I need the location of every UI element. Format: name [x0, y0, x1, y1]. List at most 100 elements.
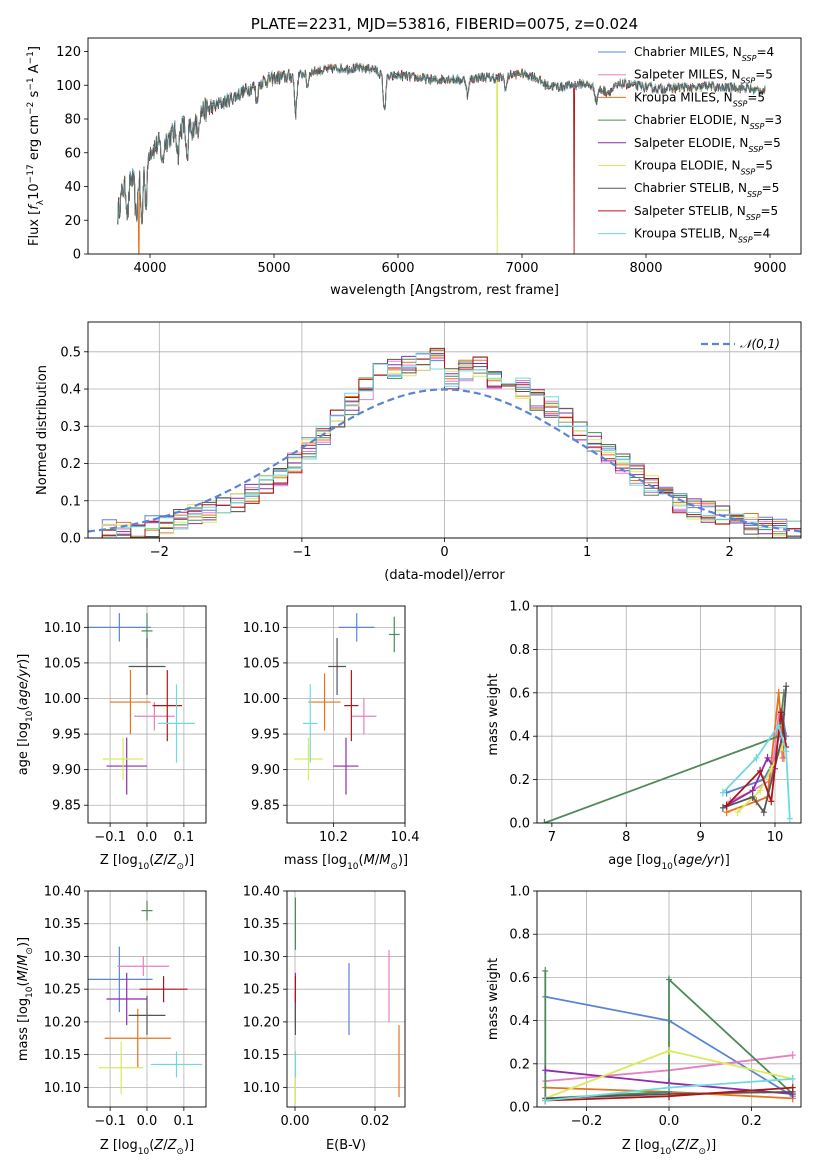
legend-label-sub: SSP	[746, 212, 761, 221]
y-tick-label: 10.15	[44, 1048, 81, 1063]
x-tick-label: 0.0	[137, 1114, 158, 1129]
label-span: M	[364, 853, 375, 868]
y-tick-label: 10.30	[243, 950, 280, 965]
legend-label-sub: SSP	[741, 76, 756, 85]
label-span: )]	[16, 654, 31, 664]
label-span: M	[16, 955, 31, 966]
y-tick-label: 120	[56, 45, 81, 60]
y-tick-label: 9.90	[251, 763, 280, 778]
legend-label-name: Kroupa MILES, N	[634, 90, 733, 104]
x-tick-label: −2	[150, 545, 169, 560]
y-tick-label: 20	[64, 214, 81, 229]
legend-label-sub: SSP	[742, 54, 757, 63]
legend-label-name: Kroupa STELIB, N	[634, 227, 738, 241]
x-tick-label: 9000	[753, 261, 786, 276]
legend-label-name: Salpeter STELIB, N	[634, 204, 746, 218]
label-span: −1	[26, 77, 36, 90]
label-span: ⊙	[698, 1147, 706, 1157]
legend-label-tail: =5	[762, 181, 780, 195]
axes-frame	[87, 37, 802, 255]
x-tick-label: 6000	[381, 261, 414, 276]
label-span: 10	[138, 862, 150, 872]
y-tick-label: 10.00	[44, 692, 81, 707]
x-tick-label: 9	[696, 830, 704, 845]
y-tick-label: 10.25	[243, 983, 280, 998]
label-span: )]	[184, 1138, 194, 1153]
label-span: /	[16, 965, 31, 970]
weight-vs-Z-ylabel: mass weight	[486, 958, 501, 1040]
residuals-panel: −2 −1 0 1 2 0.0 0.1 0.2 0.3 0.4 0.5 (data-model)/er…	[35, 321, 802, 583]
axes-frame	[536, 605, 802, 824]
x-tick-label: −0.2	[571, 1114, 603, 1129]
residuals-xlabel: (data-model)/error	[384, 568, 505, 583]
legend-label: Kroupa ELODIE, NSSP=5	[634, 159, 773, 177]
label-span: −1	[26, 51, 36, 64]
legend-label-sub: SSP	[733, 99, 748, 108]
legend-label-tail: =5	[760, 204, 778, 218]
histogram-kroupa-stelib	[88, 352, 801, 538]
legend-label-name: Chabrier STELIB, N	[634, 181, 747, 195]
label-span: /	[163, 853, 168, 868]
y-tick-label: 1.0	[509, 885, 530, 900]
legend-label-sub: SSP	[750, 122, 765, 131]
y-tick-label: 0.0	[509, 817, 530, 832]
label-span: /	[163, 1138, 168, 1153]
label-span: )]	[706, 1138, 716, 1153]
label-span: (	[149, 1138, 154, 1153]
residuals-ylabel: Normed distribution	[35, 365, 50, 495]
label-span: M	[379, 853, 390, 868]
x-tick-label: 0.1	[174, 830, 195, 845]
y-tick-label: 10.20	[44, 1015, 81, 1030]
y-tick-label: 10.05	[243, 656, 280, 671]
legend-label: Salpeter STELIB, NSSP=5	[634, 204, 778, 222]
x-tick-label: 10.4	[391, 830, 420, 845]
label-span: Z	[167, 1138, 178, 1153]
legend-label-tail: =4	[753, 227, 771, 241]
y-tick-label: 0.1	[60, 494, 81, 509]
y-tick-label: 40	[64, 180, 81, 195]
x-tick-label: −0.1	[94, 830, 126, 845]
label-span: age [log	[608, 853, 661, 868]
legend-label-tail: =4	[756, 45, 774, 59]
label-span: (	[673, 853, 678, 868]
label-span: M	[16, 970, 31, 981]
y-tick-label: 10.30	[44, 950, 81, 965]
x-tick-label: 0.0	[659, 1114, 680, 1129]
mass-vs-Z-xlabel: Z [log10(Z/Z⊙)]	[100, 1138, 194, 1157]
label-span: 10	[138, 1147, 150, 1157]
label-span: age/yr	[16, 662, 31, 705]
y-tick-label: 0.0	[509, 1101, 530, 1116]
legend-label-name: Chabrier ELODIE, N	[634, 113, 750, 127]
axes-frame	[286, 890, 406, 1108]
label-span: Z	[153, 1138, 164, 1153]
legend-label-name: Salpeter ELODIE, N	[634, 136, 748, 150]
label-span: Z	[689, 1138, 700, 1153]
legend-label: Chabrier MILES, NSSP=4	[634, 45, 774, 63]
x-tick-label: 0.0	[137, 830, 158, 845]
x-tick-label: 0.02	[361, 1114, 390, 1129]
label-span: 10	[25, 986, 35, 998]
y-tick-label: 0.8	[509, 928, 530, 943]
y-tick-label: 0.4	[60, 383, 81, 398]
spectrum-panel: 4000 5000 6000 7000 8000 9000 0 20 40 60 80 100 120 P…	[26, 15, 802, 298]
legend-label-sub: SSP	[747, 190, 762, 199]
y-tick-label: 9.85	[251, 799, 280, 814]
x-tick-label: 8	[622, 830, 630, 845]
label-span: f	[27, 203, 42, 210]
y-tick-label: 10.20	[243, 1015, 280, 1030]
label-span: ⊙	[176, 1147, 184, 1157]
legend-label-tail: =5	[755, 68, 773, 82]
y-tick-label: 0.4	[509, 1014, 530, 1029]
legend-label-name: Chabrier MILES, N	[634, 45, 742, 59]
label-span: A	[27, 64, 42, 77]
weight-vs-Z-xlabel: Z [log10(Z/Z⊙)]	[622, 1138, 716, 1157]
label-span: s	[27, 90, 42, 101]
y-tick-label: 0.6	[509, 971, 530, 986]
y-tick-label: 10.15	[243, 1048, 280, 1063]
label-span: ⊙	[176, 862, 184, 872]
label-span: )]	[398, 853, 408, 868]
label-span: −2	[26, 102, 36, 115]
